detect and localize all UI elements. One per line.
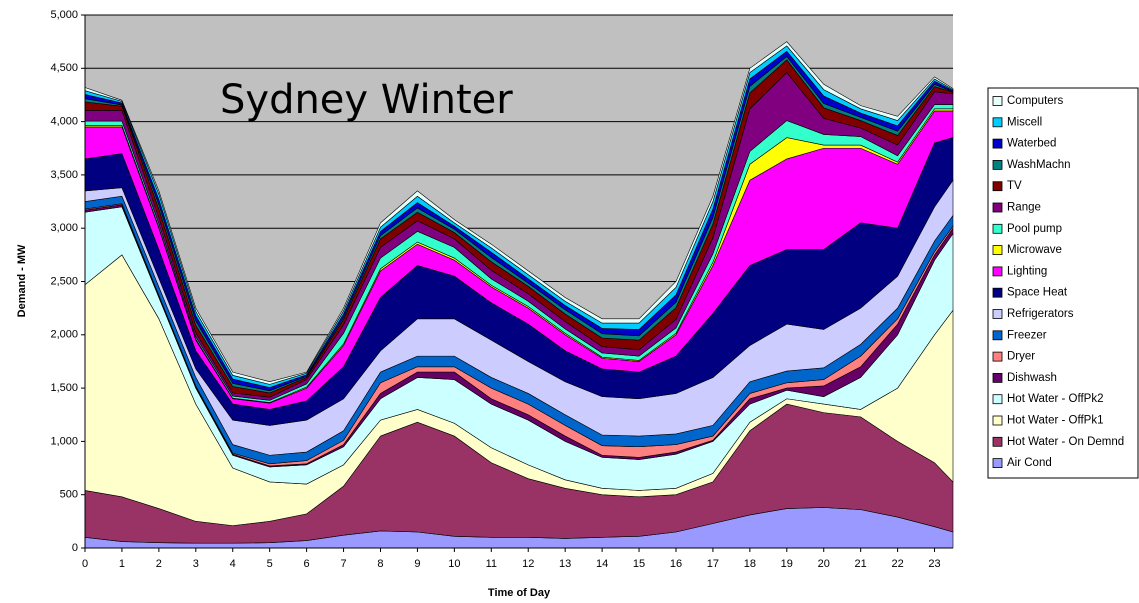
legend-label: Waterbed bbox=[1007, 138, 1056, 150]
legend-swatch bbox=[992, 309, 1003, 319]
x-tick-label: 11 bbox=[486, 558, 497, 570]
legend-swatch bbox=[992, 394, 1003, 405]
legend-swatch bbox=[992, 202, 1003, 213]
legend bbox=[987, 87, 1139, 479]
x-tick-label: 1 bbox=[119, 558, 125, 570]
x-tick-label: 8 bbox=[377, 558, 383, 570]
x-tick-label: 20 bbox=[818, 558, 830, 570]
legend-swatch bbox=[992, 96, 1003, 106]
legend-label: WashMachn bbox=[1007, 159, 1071, 171]
legend-swatch bbox=[992, 266, 1003, 277]
legend-label: Pool pump bbox=[1007, 223, 1062, 235]
x-tick-label: 12 bbox=[522, 558, 534, 570]
legend-swatch bbox=[992, 117, 1003, 128]
legend-label: Lighting bbox=[1007, 265, 1047, 277]
legend-label: Refrigerators bbox=[1007, 308, 1074, 320]
x-tick-label: 7 bbox=[340, 558, 346, 570]
y-tick-label: 4,500 bbox=[50, 62, 78, 74]
x-tick-label: 6 bbox=[304, 558, 310, 570]
y-tick-label: 1,500 bbox=[50, 382, 78, 394]
y-tick-label: 4,000 bbox=[50, 116, 78, 128]
legend-swatch bbox=[992, 159, 1003, 170]
x-tick-label: 22 bbox=[891, 558, 903, 570]
x-tick-label: 21 bbox=[855, 558, 867, 570]
legend-label: Hot Water - OffPk2 bbox=[1007, 393, 1104, 405]
y-tick-label: 3,000 bbox=[50, 222, 78, 234]
x-tick-label: 5 bbox=[267, 558, 273, 570]
legend-label: Microwave bbox=[1007, 244, 1062, 256]
legend-swatch bbox=[992, 458, 1003, 469]
legend-label: Space Heat bbox=[1007, 287, 1068, 299]
legend-swatch bbox=[992, 138, 1003, 149]
x-tick-label: 13 bbox=[559, 558, 571, 570]
legend-label: Miscell bbox=[1007, 116, 1042, 128]
legend-swatch bbox=[992, 436, 1003, 447]
x-tick-label: 10 bbox=[448, 558, 460, 570]
x-tick-label: 15 bbox=[633, 558, 645, 570]
y-tick-label: 2,000 bbox=[50, 329, 78, 341]
y-tick-label: 0 bbox=[72, 542, 78, 554]
x-tick-label: 3 bbox=[193, 558, 199, 570]
legend-label: Dishwash bbox=[1007, 372, 1057, 384]
x-tick-label: 19 bbox=[781, 558, 793, 570]
legend-swatch bbox=[992, 372, 1003, 383]
x-tick-label: 0 bbox=[82, 558, 88, 570]
legend-label: Air Cond bbox=[1007, 457, 1052, 469]
legend-swatch bbox=[992, 415, 1003, 426]
x-tick-label: 16 bbox=[670, 558, 682, 570]
y-axis-label: Demand - MW bbox=[16, 244, 28, 317]
legend-label: Hot Water - On Demnd bbox=[1007, 436, 1124, 448]
x-axis-label: Time of Day bbox=[488, 587, 551, 599]
legend-swatch bbox=[992, 223, 1003, 234]
x-tick-label: 17 bbox=[707, 558, 719, 570]
legend-swatch bbox=[992, 245, 1003, 256]
x-tick-label: 4 bbox=[230, 558, 236, 570]
legend-label: Hot Water - OffPk1 bbox=[1007, 415, 1104, 427]
legend-label: Computers bbox=[1007, 95, 1063, 107]
y-tick-label: 5,000 bbox=[50, 9, 78, 21]
legend-label: Range bbox=[1007, 202, 1041, 214]
x-tick-label: 2 bbox=[156, 558, 162, 570]
legend-swatch bbox=[992, 287, 1003, 298]
area bbox=[84, 41, 954, 385]
x-tick-label: 14 bbox=[596, 558, 608, 570]
x-tick-label: 23 bbox=[928, 558, 940, 570]
y-tick-label: 3,500 bbox=[50, 169, 78, 181]
legend-label: Dryer bbox=[1007, 351, 1035, 363]
y-tick-label: 1,000 bbox=[50, 435, 78, 447]
legend-swatch bbox=[992, 181, 1003, 192]
legend-label: TV bbox=[1007, 180, 1022, 192]
x-tick-label: 18 bbox=[744, 558, 756, 570]
y-tick-label: 500 bbox=[60, 489, 78, 501]
chart-title: Sydney Winter bbox=[220, 77, 513, 123]
legend-swatch bbox=[992, 351, 1003, 362]
legend-label: Freezer bbox=[1007, 329, 1047, 341]
legend-swatch bbox=[992, 330, 1003, 341]
y-tick-label: 2,500 bbox=[50, 275, 78, 287]
x-tick-label: 9 bbox=[414, 558, 420, 570]
